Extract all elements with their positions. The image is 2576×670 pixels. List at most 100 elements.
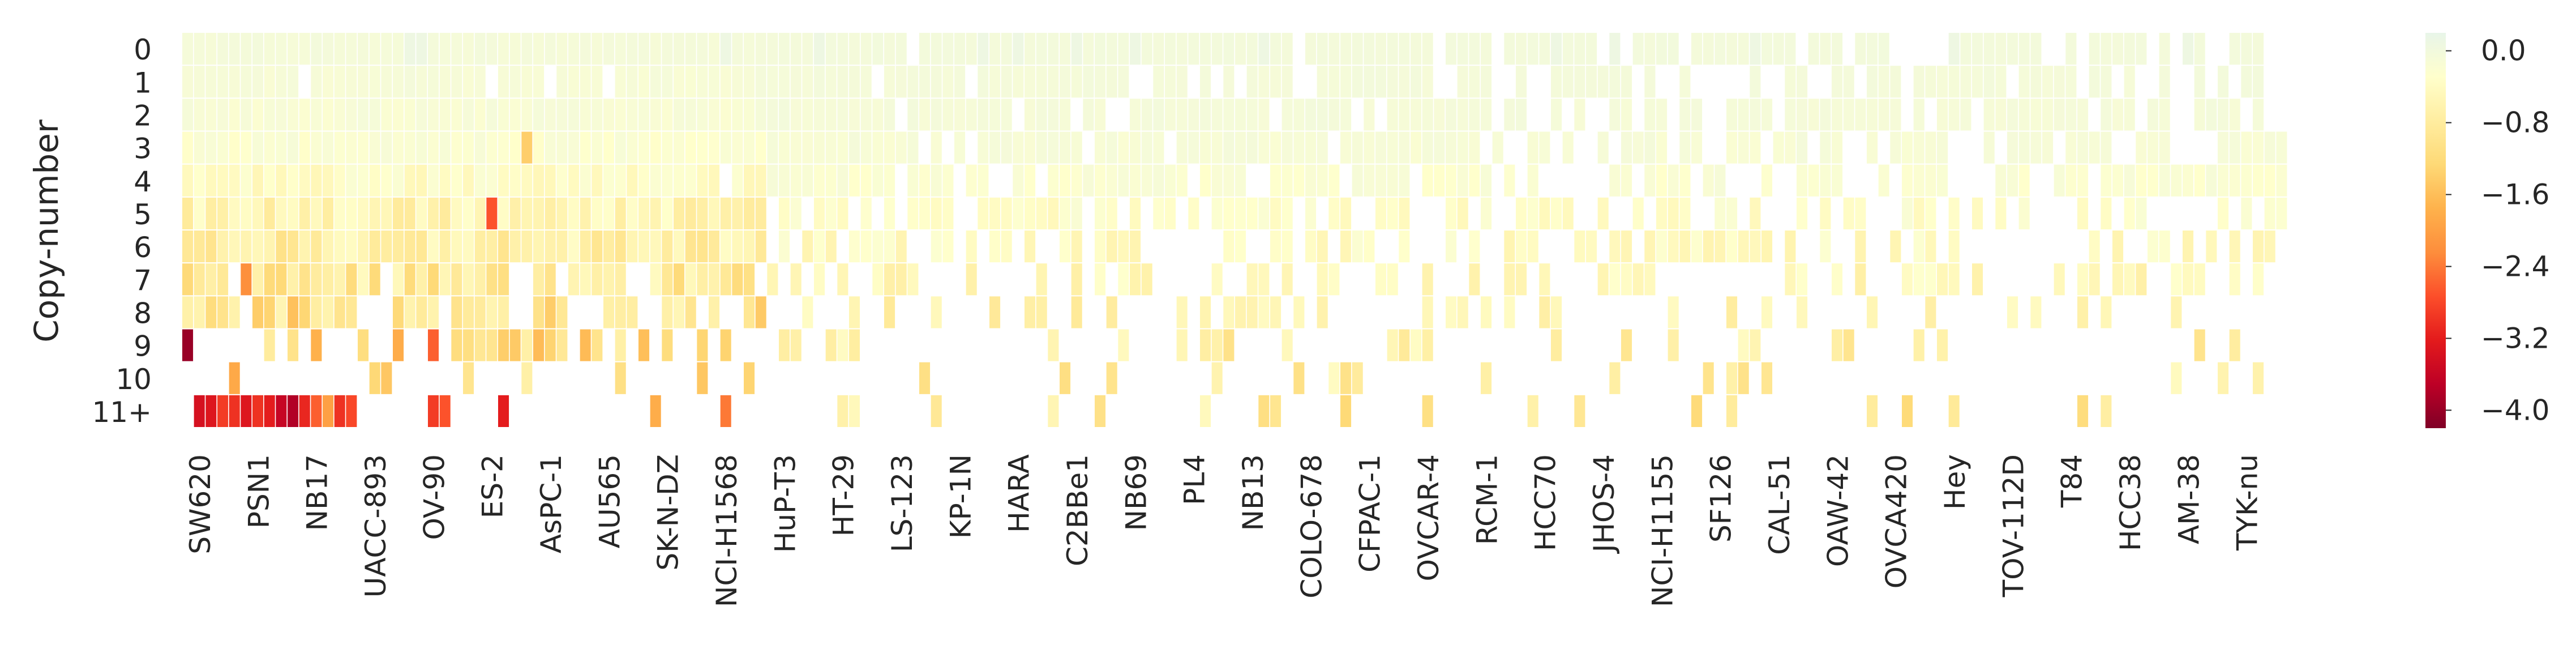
- heatmap-cell: [1071, 296, 1082, 328]
- heatmap-cell: [509, 164, 521, 197]
- heatmap-cell: [662, 329, 673, 361]
- heatmap-cell: [627, 164, 638, 197]
- heatmap-cell: [720, 263, 731, 296]
- heatmap-cell: [837, 164, 848, 197]
- heatmap-cell: [860, 164, 872, 197]
- heatmap-cell: [521, 164, 533, 197]
- heatmap-cell: [1258, 263, 1270, 296]
- heatmap-cell: [241, 231, 252, 263]
- heatmap-cell: [299, 197, 310, 229]
- heatmap-cell: [2018, 33, 2030, 65]
- heatmap-cell: [2101, 164, 2112, 197]
- heatmap-cell: [1937, 66, 1948, 98]
- heatmap-cell: [521, 197, 533, 229]
- heatmap-cell: [1317, 231, 1328, 263]
- heatmap-cell: [1364, 99, 1375, 131]
- heatmap-cell: [1913, 131, 1925, 164]
- heatmap-cell: [2148, 131, 2159, 164]
- heatmap-cell: [580, 197, 591, 229]
- heatmap-cell: [194, 66, 205, 98]
- heatmap-cell: [498, 263, 509, 296]
- heatmap-cell: [755, 164, 766, 197]
- heatmap-cell: [241, 395, 252, 427]
- heatmap-cell: [1013, 33, 1024, 65]
- heatmap-cell: [264, 164, 275, 197]
- heatmap-cell: [580, 263, 591, 296]
- heatmap-cell: [498, 99, 509, 131]
- heatmap-cell: [931, 66, 942, 98]
- heatmap-cell: [1481, 33, 1492, 65]
- heatmap-cell: [1516, 231, 1527, 263]
- heatmap-cell: [1691, 131, 1703, 164]
- heatmap-cell: [978, 99, 989, 131]
- heatmap-cell: [592, 33, 603, 65]
- heatmap-cell: [346, 131, 357, 164]
- heatmap-cell: [241, 164, 252, 197]
- heatmap-cell: [2030, 66, 2042, 98]
- heatmap-cell: [1188, 131, 1199, 164]
- heatmap-cell: [1773, 33, 1784, 65]
- heatmap-cell: [1141, 131, 1152, 164]
- heatmap-cell: [615, 131, 626, 164]
- heatmap-cell: [2264, 131, 2275, 164]
- heatmap-cell: [1317, 131, 1328, 164]
- colorbar-tick-label: −1.6: [2481, 178, 2549, 211]
- heatmap-cell: [1095, 263, 1106, 296]
- heatmap-cell: [1025, 164, 1036, 197]
- heatmap-cell: [837, 99, 848, 131]
- heatmap-cell: [521, 33, 533, 65]
- heatmap-cell: [229, 231, 240, 263]
- heatmap-cell: [311, 197, 322, 229]
- heatmap-cell: [1995, 197, 2007, 229]
- heatmap-cell: [323, 263, 334, 296]
- heatmap-cell: [615, 33, 626, 65]
- heatmap-cell: [1855, 33, 1866, 65]
- heatmap-cell: [779, 33, 790, 65]
- heatmap-cell: [439, 33, 451, 65]
- heatmap-cell: [1200, 329, 1211, 361]
- heatmap-cell: [603, 164, 615, 197]
- heatmap-cell: [1352, 66, 1363, 98]
- heatmap-cell: [1422, 296, 1433, 328]
- heatmap-cell: [463, 329, 474, 361]
- heatmap-cell: [1597, 66, 1609, 98]
- heatmap-cell: [1609, 362, 1621, 394]
- heatmap-cell: [1375, 197, 1387, 229]
- heatmap-cell: [205, 99, 217, 131]
- heatmap-cell: [837, 197, 848, 229]
- heatmap-cell: [1095, 99, 1106, 131]
- heatmap-cell: [1621, 131, 1632, 164]
- heatmap-cell: [1446, 99, 1457, 131]
- heatmap-cell: [2018, 197, 2030, 229]
- heatmap-cell: [1258, 131, 1270, 164]
- heatmap-cell: [205, 131, 217, 164]
- heatmap-cell: [346, 263, 357, 296]
- x-tick-label: NCI-H1568: [710, 454, 743, 607]
- heatmap-cell: [299, 131, 310, 164]
- heatmap-cell: [276, 164, 287, 197]
- heatmap-cell: [1504, 296, 1515, 328]
- heatmap-cell: [779, 231, 790, 263]
- heatmap-cell: [1972, 197, 1983, 229]
- heatmap-cell: [509, 66, 521, 98]
- heatmap-cell: [299, 33, 310, 65]
- heatmap-cell: [1609, 263, 1621, 296]
- heatmap-cell: [299, 164, 310, 197]
- heatmap-cell: [685, 197, 696, 229]
- heatmap-cell: [1130, 33, 1141, 65]
- heatmap-cell: [1668, 33, 1679, 65]
- heatmap-cell: [1843, 99, 1854, 131]
- heatmap-cell: [919, 164, 931, 197]
- heatmap-cell: [919, 362, 931, 394]
- heatmap-cell: [1785, 66, 1796, 98]
- heatmap-cell: [1738, 362, 1749, 394]
- heatmap-cell: [1867, 99, 1878, 131]
- heatmap-cell: [1235, 131, 1246, 164]
- heatmap-cell: [1211, 197, 1223, 229]
- heatmap-cell: [1785, 263, 1796, 296]
- heatmap-cell: [2124, 99, 2135, 131]
- heatmap-cell: [1621, 164, 1632, 197]
- heatmap-cell: [1106, 164, 1117, 197]
- heatmap-cell: [1551, 296, 1562, 328]
- heatmap-cell: [416, 296, 427, 328]
